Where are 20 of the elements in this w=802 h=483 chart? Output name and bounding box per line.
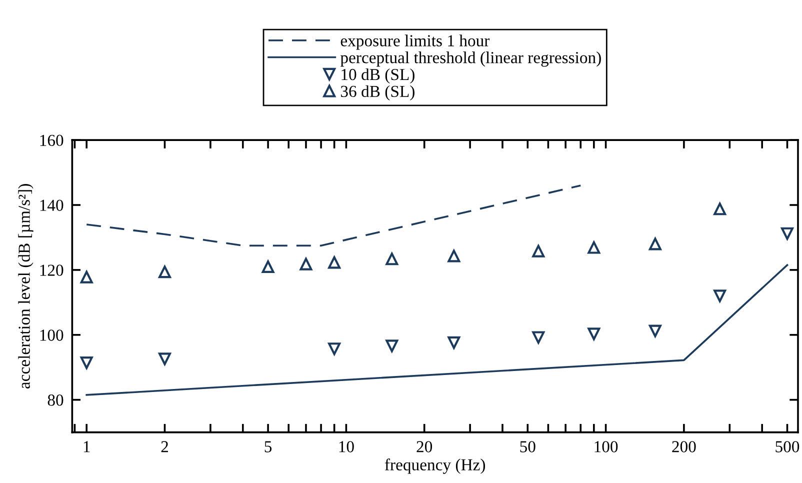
- x-tick-label: 20: [416, 441, 432, 452]
- y-axis-title: acceleration level (dB [µm/s²]): [18, 184, 34, 388]
- y-tick-label: 160: [40, 134, 64, 146]
- y-tick-label: 100: [40, 330, 64, 341]
- x-tick-label: 5: [264, 441, 272, 452]
- x-tick-label: 50: [520, 441, 536, 452]
- x-tick-label: 1: [84, 441, 90, 452]
- legend-label: perceptual threshold (linear regression): [340, 52, 601, 67]
- x-tick-label: 2: [161, 441, 168, 452]
- x-tick-label: 200: [672, 441, 696, 452]
- legend-label: exposure limits 1 hour: [340, 34, 490, 50]
- x-tick-label: 100: [594, 441, 618, 452]
- legend-label: 10 dB (SL): [342, 68, 414, 84]
- legend-label: 36 dB (SL): [340, 85, 414, 100]
- y-tick-label: 140: [40, 200, 64, 211]
- y-tick-label: 120: [40, 264, 64, 276]
- x-axis-title: frequency (Hz): [384, 458, 486, 474]
- x-tick-label: 500: [776, 441, 800, 452]
- y-tick-label: 80: [48, 394, 64, 406]
- x-tick-label: 10: [339, 441, 354, 452]
